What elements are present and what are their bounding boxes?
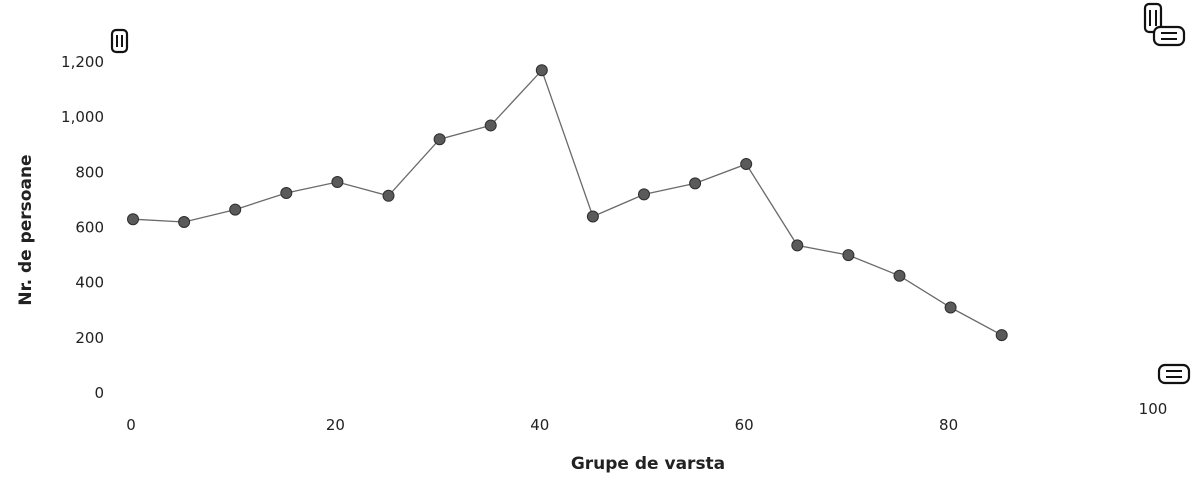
data-point[interactable] [791,239,804,252]
y-axis-title: Nr. de persoane [16,154,36,305]
data-point[interactable] [127,213,139,226]
data-point[interactable] [229,203,242,216]
y-tick-label: 600 [75,219,104,237]
data-point[interactable] [178,215,191,228]
data-point[interactable] [331,175,344,188]
x-axis-ticks: 0 20 40 60 80 100 [126,400,1167,434]
data-point[interactable] [586,210,599,223]
series-group [127,64,1008,342]
series-line [132,69,1003,336]
x-axis-title: Grupe de varsta [571,454,725,474]
resize-menu-icon[interactable] [1143,2,1186,47]
data-point[interactable] [535,64,548,77]
x-tick-label: 20 [326,416,345,434]
y-tick-label: 800 [75,163,104,181]
vertical-resize-icon[interactable] [110,28,129,54]
x-tick-label: 40 [530,416,549,434]
x-tick-label: 0 [126,416,136,434]
data-point[interactable] [382,189,395,202]
y-tick-label: 200 [75,329,104,347]
data-point[interactable] [740,158,753,171]
data-point[interactable] [995,329,1008,342]
data-point[interactable] [944,301,957,314]
y-axis-ticks: 0 200 400 600 800 1,000 1,200 [61,53,104,402]
data-point[interactable] [433,133,446,146]
data-point[interactable] [484,119,497,132]
y-tick-label: 0 [94,384,104,402]
y-tick-label: 1,200 [61,53,104,71]
data-point[interactable] [842,249,855,262]
data-point[interactable] [280,187,293,200]
data-point[interactable] [638,188,650,201]
y-tick-label: 1,000 [61,108,104,126]
horizontal-resize-icon[interactable] [1157,363,1191,385]
data-point[interactable] [893,269,906,282]
x-tick-label: 60 [735,416,754,434]
x-tick-label: 80 [939,416,958,434]
x-tick-label: 100 [1139,400,1168,418]
y-tick-label: 400 [75,274,104,292]
data-point[interactable] [689,177,702,190]
